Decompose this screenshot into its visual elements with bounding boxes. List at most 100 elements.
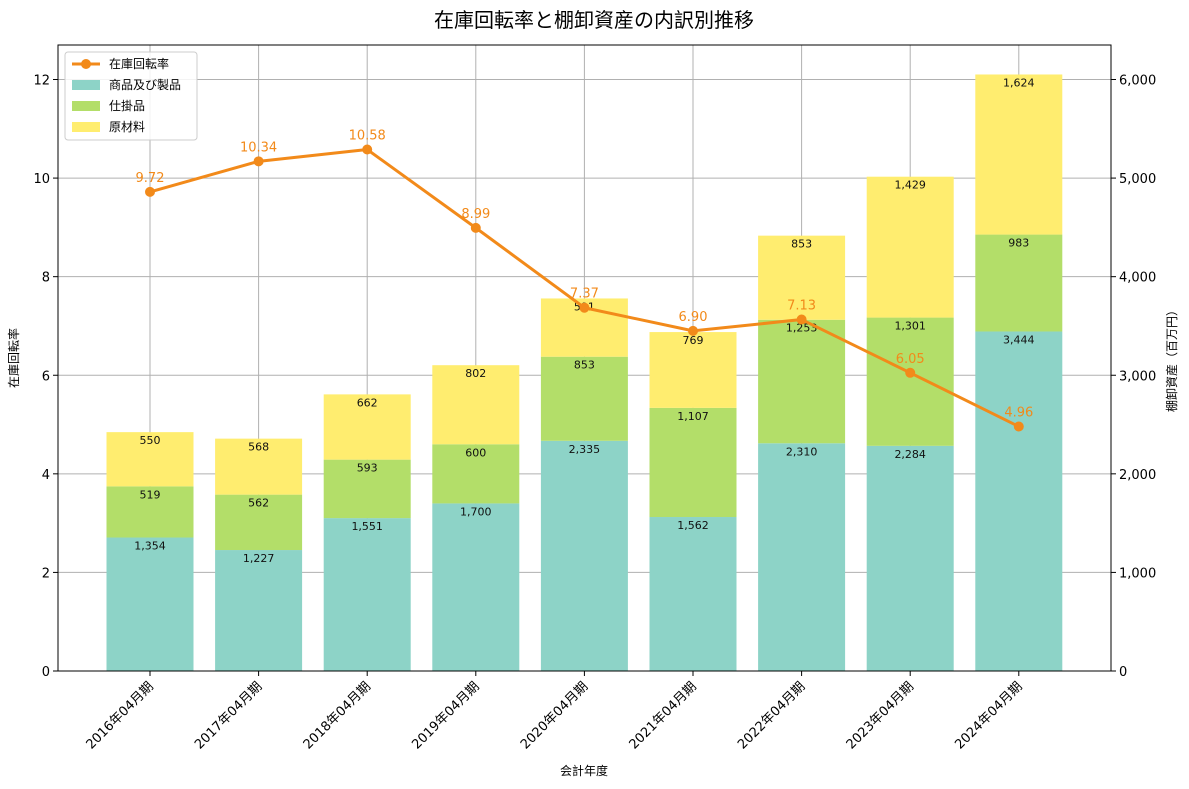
x-axis-title: 会計年度 <box>560 763 608 778</box>
left-tick-label: 4 <box>42 468 50 483</box>
bar-segment <box>215 438 303 495</box>
bar-value-label: 1,551 <box>351 520 383 533</box>
bar-value-label: 983 <box>1008 237 1029 250</box>
bar-value-label: 562 <box>248 497 269 510</box>
bar-segment <box>866 445 954 671</box>
bar-segment <box>323 394 411 460</box>
bar-segment <box>215 494 303 551</box>
bar-segment <box>649 332 737 408</box>
legend-box <box>64 51 198 141</box>
legend-label: 商品及び製品 <box>109 77 181 92</box>
bar-value-label: 2,284 <box>894 448 926 461</box>
bar-segment <box>323 459 411 519</box>
x-tick-label: 2016年04月期 <box>84 679 157 752</box>
legend-line-marker <box>81 59 91 69</box>
right-tick-label: 2,000 <box>1119 468 1156 483</box>
bar-segment <box>975 74 1063 235</box>
turnover-value-label: 7.13 <box>787 299 816 314</box>
bar-segment <box>975 331 1063 671</box>
bar-value-label: 853 <box>791 238 812 251</box>
x-tick-label: 2024年04月期 <box>952 679 1025 752</box>
left-tick-label: 0 <box>42 665 50 680</box>
turnover-value-label: 9.72 <box>136 171 165 186</box>
left-tick-label: 8 <box>42 271 50 286</box>
left-axis-title: 在庫回転率 <box>6 328 21 388</box>
bar-value-label: 769 <box>683 334 704 347</box>
right-tick-label: 0 <box>1119 665 1127 680</box>
bar-value-labels: 1,354 519 550 1,227 562 568 1,551 593 662 1,700 60… <box>134 76 1034 565</box>
right-tick-label: 5,000 <box>1119 172 1156 187</box>
stacked-bars <box>106 74 1063 671</box>
bar-value-label: 1,429 <box>894 179 926 192</box>
bar-segment <box>866 317 954 446</box>
x-tick-label: 2023年04月期 <box>844 679 917 752</box>
x-tick-label: 2022年04月期 <box>735 679 808 752</box>
bar-value-label: 1,624 <box>1003 76 1035 89</box>
turnover-point <box>579 302 590 313</box>
bar-value-label: 1,107 <box>677 410 709 423</box>
turnover-value-label: 4.96 <box>1004 406 1033 421</box>
x-tick-label: 2021年04月期 <box>627 679 700 752</box>
right-axis-title: 棚卸資産（百万円） <box>1164 304 1179 412</box>
bar-segment <box>432 365 520 445</box>
bar-value-label: 550 <box>140 434 161 447</box>
bar-segment <box>758 443 846 671</box>
bar-value-label: 593 <box>357 462 378 475</box>
bar-segment <box>866 176 954 318</box>
bar-segment <box>432 503 520 671</box>
bar-segment <box>215 550 303 671</box>
bar-value-label: 1,700 <box>460 505 492 518</box>
turnover-line: 9.72 10.34 10.58 8.99 7.37 6.90 7.13 6.05 4.96 <box>136 128 1033 432</box>
right-tick-label: 1,000 <box>1119 566 1156 581</box>
legend-label: 原材料 <box>109 120 145 134</box>
bar-value-label: 2,310 <box>786 445 818 458</box>
legend-swatch <box>72 101 100 111</box>
bar-segment <box>106 537 194 671</box>
bar-segment <box>758 319 846 444</box>
turnover-point <box>145 186 155 197</box>
bar-value-label: 600 <box>465 446 486 459</box>
x-tick-label: 2017年04月期 <box>192 679 265 752</box>
turnover-value-label: 6.90 <box>679 310 708 325</box>
turnover-value-label: 10.58 <box>349 128 386 143</box>
bar-segment <box>649 517 737 671</box>
turnover-value-label: 6.05 <box>896 352 925 367</box>
x-tick-label: 2020年04月期 <box>518 679 591 752</box>
turnover-point <box>688 325 698 336</box>
bar-segment <box>758 235 846 320</box>
bar-segment <box>432 444 520 504</box>
bar-value-label: 853 <box>574 359 595 372</box>
turnover-point <box>905 367 916 378</box>
bar-value-label: 519 <box>140 488 161 501</box>
chart-title: 在庫回転率と棚卸資産の内訳別推移 <box>434 8 754 32</box>
left-tick-label: 12 <box>33 74 50 89</box>
left-tick-label: 2 <box>42 566 50 581</box>
bar-segment <box>540 440 628 671</box>
turnover-value-label: 8.99 <box>461 207 490 222</box>
legend-swatch <box>72 122 100 132</box>
right-tick-label: 6,000 <box>1119 74 1156 89</box>
turnover-value-label: 10.34 <box>240 140 277 155</box>
turnover-point <box>1013 421 1024 432</box>
turnover-point <box>470 222 481 233</box>
right-tick-label: 3,000 <box>1119 369 1156 384</box>
legend-label-turnover: 在庫回転率 <box>109 56 169 71</box>
bar-value-label: 3,444 <box>1003 333 1035 346</box>
bar-segment <box>106 486 194 538</box>
turnover-value-label: 7.37 <box>570 287 599 302</box>
turnover-point <box>796 314 807 325</box>
bar-value-label: 1,562 <box>677 519 709 532</box>
x-tick-label: 2018年04月期 <box>301 679 374 752</box>
bar-value-label: 802 <box>465 367 486 380</box>
left-tick-label: 6 <box>42 369 50 384</box>
bar-value-label: 662 <box>357 396 378 409</box>
bar-segment <box>323 518 411 671</box>
turnover-point <box>253 156 264 167</box>
bar-value-label: 1,227 <box>243 552 275 565</box>
bar-segment <box>649 407 737 518</box>
bar-value-label: 2,335 <box>569 443 601 456</box>
bar-segment <box>106 432 194 487</box>
turnover-point <box>362 144 373 155</box>
